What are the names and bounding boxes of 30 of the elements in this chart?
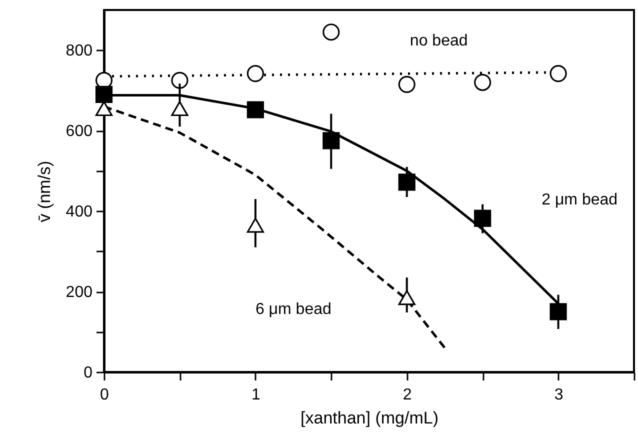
x-tick-label: 1 [251,386,260,404]
y-tick-label: 200 [66,284,93,302]
point [95,86,113,104]
point [322,24,340,41]
point [171,72,188,89]
point [550,303,567,320]
y-tick-label: 0 [84,364,93,382]
x-tick-label: 0 [100,386,110,404]
point [322,132,340,150]
point [246,218,264,233]
annotation: no bead [410,32,468,50]
point [550,65,567,82]
point [95,101,113,116]
y-tick-label: 400 [66,204,93,221]
point [474,210,492,227]
point [398,174,416,191]
point [246,65,264,82]
annotation: 6 μm bead [255,301,332,318]
annotation: 2 μm bead [542,191,618,208]
x-axis-title: [xanthan] (mg/mL) [300,408,438,428]
point [474,74,492,91]
y-tick-label: 600 [66,123,93,140]
point [246,101,264,118]
x-tick-label: 2 [402,386,412,404]
point [398,290,416,306]
point [171,101,188,116]
y-axis-title: v̄ (nm/s) [34,160,54,222]
x-tick-label: 3 [554,386,564,404]
y-tick-label: 800 [66,42,93,60]
point [398,76,416,93]
